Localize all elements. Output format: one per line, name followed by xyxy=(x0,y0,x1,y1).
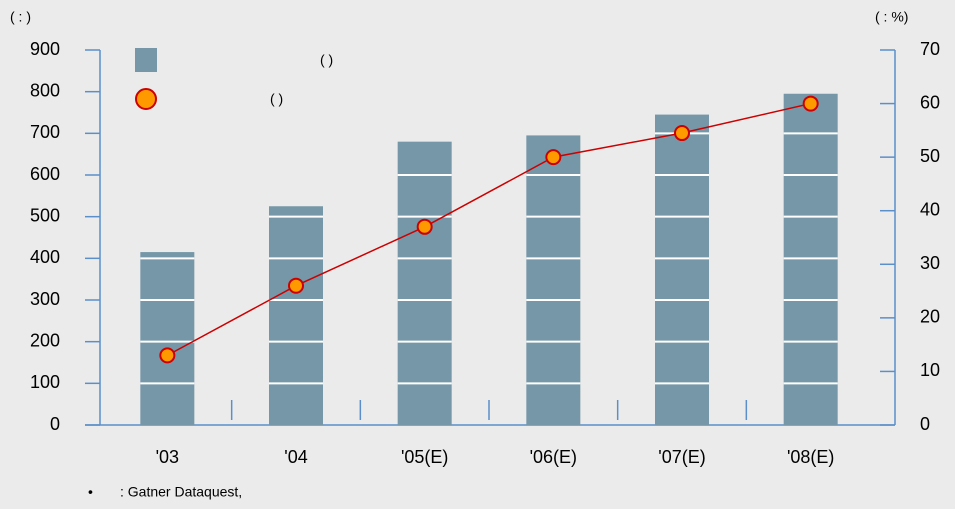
source-bullet: • xyxy=(88,484,93,500)
y-tick-label: 400 xyxy=(30,247,60,267)
bar xyxy=(140,252,195,425)
y2-tick-label: 30 xyxy=(920,253,940,273)
marker xyxy=(802,95,819,112)
x-tick-label: '06(E) xyxy=(530,447,577,467)
y-tick-label: 700 xyxy=(30,122,60,142)
bar xyxy=(655,114,709,425)
legend-label: ( ) xyxy=(320,52,333,68)
legend-label: ( ) xyxy=(270,91,283,107)
line xyxy=(166,102,811,357)
bar xyxy=(269,206,323,425)
right-unit-label: ( : %) xyxy=(875,9,908,25)
y-tick-label: 900 xyxy=(30,39,60,59)
y-tick-label: 800 xyxy=(30,80,60,100)
left-unit-label: ( : ) xyxy=(10,9,31,25)
source: : Gatner Dataquest, xyxy=(120,484,242,500)
y2-tick-label: 0 xyxy=(920,414,930,434)
bar xyxy=(397,141,452,425)
x-tick-label: '04 xyxy=(284,447,307,467)
y2-tick-label: 10 xyxy=(920,360,940,380)
x-tick-label: '08(E) xyxy=(787,447,834,467)
x-tick-label: '07(E) xyxy=(658,447,705,467)
y-tick-label: 0 xyxy=(50,414,60,434)
marker xyxy=(545,149,562,166)
legend-marker xyxy=(135,88,157,110)
marker xyxy=(288,277,304,294)
y2-tick-label: 40 xyxy=(920,199,940,219)
y2-tick-label: 50 xyxy=(920,146,940,166)
marker xyxy=(416,218,433,235)
y2-tick-label: 60 xyxy=(920,92,940,112)
marker xyxy=(674,125,690,142)
y-tick-label: 300 xyxy=(30,289,60,309)
y-tick-label: 500 xyxy=(30,205,60,225)
x-tick-label: '05(E) xyxy=(401,447,448,467)
bar xyxy=(526,135,581,425)
y-tick-label: 100 xyxy=(30,372,60,392)
y-tick-label: 600 xyxy=(30,164,60,184)
bar xyxy=(783,93,838,425)
legend-swatch xyxy=(135,48,157,72)
y2-tick-label: 70 xyxy=(920,39,940,59)
marker xyxy=(159,347,176,364)
y-tick-label: 200 xyxy=(30,330,60,350)
x-tick-label: '03 xyxy=(156,447,179,467)
y2-tick-label: 20 xyxy=(920,307,940,327)
